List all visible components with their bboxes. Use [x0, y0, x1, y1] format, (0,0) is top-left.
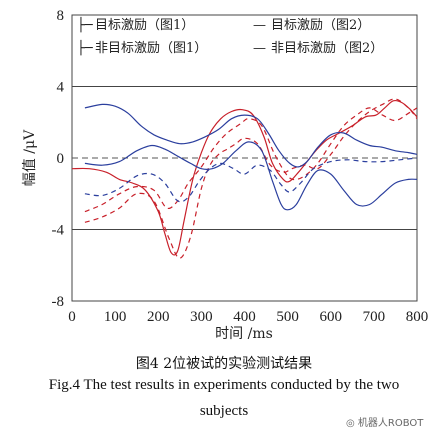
y-tick-label-1: 8 [57, 8, 65, 24]
chart: 0 100 200 300 400 500 600 700 800 8 4 0 -4 -8 时间 /ms… [22, 8, 428, 342]
legend-marker-1: ├─ [77, 16, 93, 33]
series-line-5 [84, 141, 418, 211]
reference-lines [72, 86, 417, 230]
legend-marker-4: — [253, 41, 266, 56]
watermark-text: 机器人ROBOT [357, 418, 424, 429]
series-line-2 [84, 107, 418, 213]
y-tick-label-2: 4 [57, 80, 65, 96]
x-tick-label-4: 300 [190, 309, 213, 325]
legend-label-2: 非目标激励（图1） [95, 41, 207, 56]
figure-caption-cn: 图4 2位被试的实验测试结果 [135, 356, 313, 372]
legend-marker-3: — [253, 18, 266, 33]
y-axis-label: 幅值 /μV [22, 129, 38, 186]
y-tick-label-3: 0 [57, 151, 65, 167]
x-tick-label-7: 600 [320, 309, 343, 325]
x-tick-label-6: 500 [276, 309, 299, 325]
series-line-3 [71, 99, 418, 256]
legend-label-1: 目标激励（图1） [95, 18, 194, 33]
wechat-icon: ◎ [346, 418, 358, 429]
x-axis-label: 时间 /ms [215, 326, 273, 342]
x-tick-label-2: 100 [104, 309, 127, 325]
x-tick-label-5: 400 [233, 309, 256, 325]
y-axis-ticks: 8 4 0 -4 -8 [52, 8, 65, 310]
x-tick-label-8: 700 [363, 309, 386, 325]
legend-label-3: 目标激励（图2） [271, 18, 370, 33]
x-tick-label-9: 800 [406, 309, 429, 325]
series-line-6 [84, 157, 418, 203]
series-line-1 [84, 98, 418, 259]
watermark: ◎ 机器人ROBOT [346, 414, 423, 429]
legend-marker-2: ├─ [77, 39, 93, 56]
x-tick-label-1: 0 [68, 309, 76, 325]
series-layer [71, 98, 418, 259]
y-tick-label-5: -8 [52, 294, 65, 310]
figure-caption-en-line1: Fig.4 The test results in experiments co… [48, 377, 400, 393]
y-tick-label-4: -4 [52, 223, 65, 239]
legend-label-4: 非目标激励（图2） [271, 41, 383, 56]
x-axis-ticks: 0 100 200 300 400 500 600 700 800 [68, 309, 428, 325]
figure-caption-en-line2: subjects [199, 403, 249, 419]
series-line-4 [84, 103, 418, 168]
x-tick-label-3: 200 [147, 309, 170, 325]
legend: ├─ 目标激励（图1） ├─ 非目标激励（图1） — 目标激励（图2） — 非目… [77, 16, 383, 56]
